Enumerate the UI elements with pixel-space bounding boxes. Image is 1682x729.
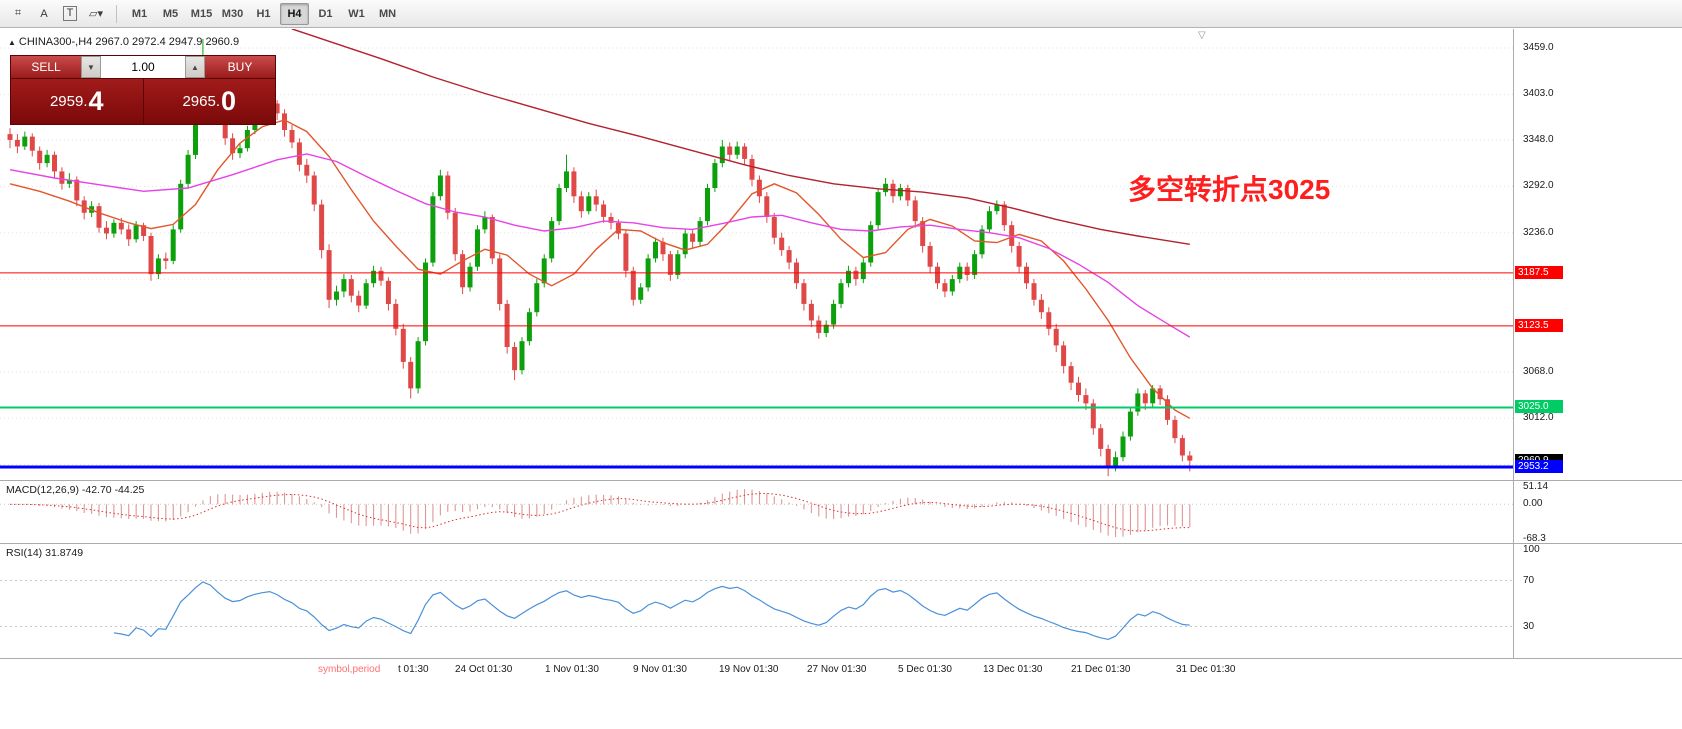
price-tick: 3292.0 (1523, 180, 1554, 192)
price-badge: 3123.5 (1515, 318, 1563, 332)
rsi-scale-tick: 70 (1523, 574, 1535, 586)
buy-price-big-digit: 0 (221, 86, 237, 116)
time-label: t 01:30 (398, 664, 429, 675)
toolbar-timeframes: M1 M5 M15 M30 H1 H4 D1 W1 MN (124, 2, 403, 25)
rsi-scale-tick: 100 (1523, 544, 1540, 555)
price-tick: 3236.0 (1523, 226, 1554, 238)
volume-up-button[interactable]: ▲ (185, 56, 205, 78)
time-label: 5 Dec 01:30 (898, 664, 952, 675)
timeframe-m1[interactable]: M1 (131, 7, 148, 20)
rsi-scale-tick: 30 (1523, 620, 1535, 632)
timeframe-mn[interactable]: MN (378, 7, 397, 20)
price-badge: 3025.0 (1515, 400, 1563, 414)
macd-plot-area[interactable] (0, 481, 1513, 543)
time-label: 13 Dec 01:30 (983, 664, 1043, 675)
toolbar-tools: ⌗ A T ▱▾ (5, 3, 109, 25)
chart-plot-area[interactable] (0, 29, 1513, 480)
chart-annotation: 多空转折点3025 (1128, 174, 1331, 205)
time-label: 27 Nov 01:30 (807, 664, 867, 675)
time-label: 31 Dec 01:30 (1176, 664, 1236, 675)
ma-fast-line (9, 153, 1191, 338)
price-badge: 2953.2 (1515, 459, 1563, 473)
rsi-plot-area[interactable] (0, 544, 1513, 658)
label-tool-icon[interactable]: T (58, 3, 82, 25)
watermark-text: symbol,period (318, 664, 381, 675)
macd-histogram (16, 489, 1191, 537)
macd-panel: 51.14 0.00 -68.3 MACD(12,26,9) -42.70 -44.… (0, 481, 1682, 544)
macd-scale-tick: 51.14 (1523, 481, 1549, 492)
buy-price-main: 2965. (182, 93, 220, 110)
toolbar-separator (116, 4, 117, 23)
crosshair-tool-icon[interactable]: ⌗ (14, 7, 22, 19)
timeframe-h1[interactable]: H1 (256, 7, 271, 20)
one-click-trade-panel: SELL ▼ ▲ BUY 2959.4 2965.0 (10, 55, 276, 125)
rsi-label: RSI(14) 31.8749 (6, 547, 83, 559)
macd-signal-line (9, 493, 1190, 532)
sell-price-big-digit: 4 (88, 86, 104, 116)
price-scale[interactable]: 3459.0 3403.0 3348.0 3292.0 3236.0 3068.0 3012… (1513, 29, 1682, 480)
macd-name: MACD(12,26,9) (6, 484, 79, 496)
candles (7, 38, 1193, 477)
timeframe-w1[interactable]: W1 (348, 7, 365, 20)
price-tick: 3348.0 (1523, 133, 1554, 145)
price-tick: 3068.0 (1523, 365, 1554, 377)
time-label: 24 Oct 01:30 (455, 664, 513, 675)
ma-medium-line (9, 119, 1191, 419)
macd-scale[interactable]: 51.14 0.00 -68.3 (1513, 481, 1682, 544)
volume-down-button[interactable]: ▼ (81, 56, 101, 78)
shapes-tool-icon[interactable]: ▱▾ (89, 8, 103, 20)
time-label: 19 Nov 01:30 (719, 664, 779, 675)
timeframe-m5[interactable]: M5 (162, 7, 179, 20)
timeframe-m15[interactable]: M15 (190, 7, 213, 20)
volume-input[interactable] (101, 56, 185, 78)
time-label: 21 Dec 01:30 (1071, 664, 1131, 675)
symbol-ohlc-info: ▲ CHINA300-,H4 2967.0 2972.4 2947.9 2960.… (8, 36, 239, 48)
ma-slow-line (291, 29, 1190, 245)
rsi-scale[interactable]: 100 70 30 (1513, 544, 1682, 658)
rsi-name: RSI(14) (6, 547, 43, 559)
price-tick: 3012.0 (1523, 412, 1554, 424)
rsi-value: 31.8749 (45, 547, 84, 559)
symbol-marker-icon: ▲ (8, 38, 16, 47)
macd-label: MACD(12,26,9) -42.70 -44.25 (6, 484, 144, 496)
sell-button[interactable]: SELL (11, 56, 81, 78)
symbol-ohlc-text: CHINA300-,H4 2967.0 2972.4 2947.9 2960.9 (18, 36, 240, 48)
macd-scale-tick: -68.3 (1523, 532, 1546, 544)
rsi-panel: 100 70 30 RSI(14) 31.8749 (0, 544, 1682, 659)
macd-scale-tick: 0.00 (1523, 498, 1543, 510)
timeframe-m30[interactable]: M30 (221, 7, 244, 20)
chart-shift-marker-icon[interactable]: ▽ (1198, 30, 1206, 41)
time-label: 9 Nov 01:30 (633, 664, 687, 675)
timeframe-h4[interactable]: H4 (280, 2, 309, 25)
buy-price[interactable]: 2965. 0 (142, 79, 275, 124)
macd-values: -42.70 -44.25 (81, 484, 145, 496)
text-tool-icon[interactable]: A (40, 7, 48, 20)
price-tick: 3459.0 (1523, 41, 1554, 53)
buy-button[interactable]: BUY (205, 56, 275, 78)
time-label: 1 Nov 01:30 (545, 664, 599, 675)
sell-price-main: 2959. (49, 93, 88, 110)
timeframe-d1[interactable]: D1 (318, 7, 333, 20)
price-tick: 3403.0 (1523, 88, 1554, 100)
toolbar: ⌗ A T ▱▾ M1 M5 M15 M30 H1 H4 D1 W1 MN (0, 0, 1682, 28)
price-chart-panel: 3459.0 3403.0 3348.0 3292.0 3236.0 3068.0 3012… (0, 29, 1682, 481)
rsi-line (113, 581, 1190, 641)
sell-price[interactable]: 2959. 4 (11, 79, 143, 124)
time-axis[interactable]: symbol,period t 01:30 24 Oct 01:30 1 Nov 01… (0, 659, 1682, 729)
price-badge: 3187.5 (1515, 265, 1563, 279)
